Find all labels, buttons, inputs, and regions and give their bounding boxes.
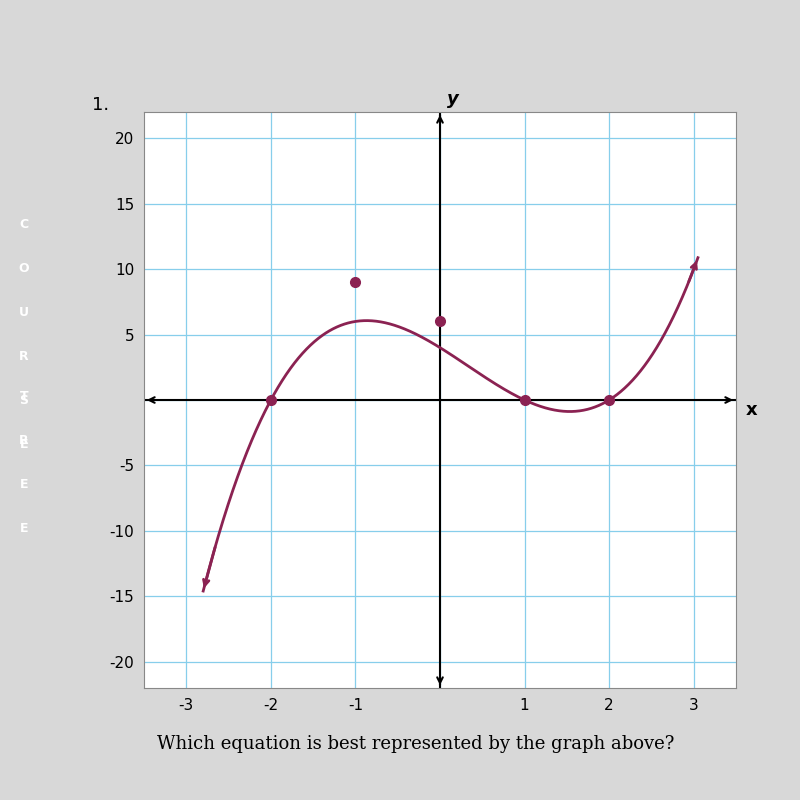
Text: S: S: [19, 394, 29, 406]
Text: E: E: [20, 522, 28, 534]
Text: U: U: [19, 306, 29, 318]
Text: y: y: [447, 90, 458, 108]
Text: O: O: [18, 262, 30, 274]
Text: T: T: [20, 390, 28, 402]
Text: E: E: [20, 438, 28, 450]
Text: R: R: [19, 434, 29, 446]
Text: Which equation is best represented by the graph above?: Which equation is best represented by th…: [158, 735, 674, 753]
Text: R: R: [19, 350, 29, 362]
Text: C: C: [19, 218, 29, 230]
Text: x: x: [746, 402, 758, 419]
Text: 1.: 1.: [92, 96, 109, 114]
Text: E: E: [20, 478, 28, 490]
